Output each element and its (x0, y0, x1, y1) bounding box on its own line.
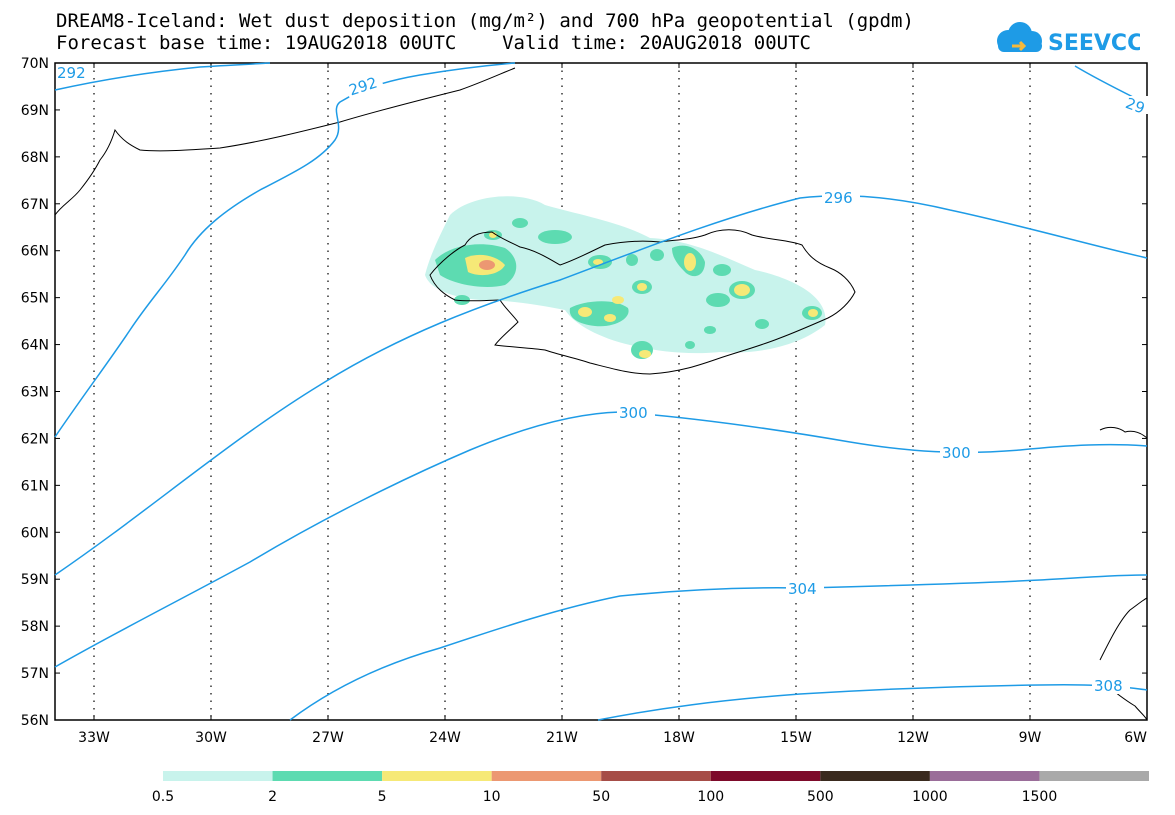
lat-label-66n: 66N (21, 244, 49, 260)
latitude-labels: 70N 69N 68N 67N 66N 65N 64N 63N 62N 61N 60N 59N 58N 5… (21, 56, 49, 729)
lat-label-67n: 67N (21, 197, 49, 213)
coastlines (54, 67, 1148, 721)
lon-label-18w: 18W (663, 730, 695, 746)
contour-label-304: 304 (788, 580, 817, 598)
lon-label-33w: 33W (78, 730, 110, 746)
colorbar-label-6: 500 (807, 789, 834, 805)
lat-label-65n: 65N (21, 291, 49, 307)
cloud-icon (997, 22, 1042, 52)
map-title-line1: DREAM8-Iceland: Wet dust deposition (mg/… (56, 10, 914, 32)
contour-292-b (54, 62, 516, 438)
colorbar-label-4: 50 (592, 789, 610, 805)
lon-label-27w: 27W (312, 730, 344, 746)
colorbar-label-0: 0.5 (152, 789, 174, 805)
lat-label-64n: 64N (21, 338, 49, 354)
lon-label-24w: 24W (429, 730, 461, 746)
colorbar-label-1: 2 (268, 789, 277, 805)
lon-label-6w: 6W (1124, 730, 1147, 746)
contour-292-a (54, 62, 271, 91)
lat-label-61n: 61N (21, 478, 49, 494)
longitude-labels: 33W 30W 27W 24W 21W 18W 15W 12W 9W 6W (78, 730, 1147, 746)
contour-296 (54, 194, 1148, 576)
colorbar-swatch-6 (820, 771, 930, 781)
colorbar-swatch-3 (491, 771, 602, 781)
colorbar-label-5: 100 (697, 789, 724, 805)
graticule (93, 63, 1031, 720)
contour-label-300a: 300 (619, 404, 648, 422)
contour-label-29: 29 (1123, 94, 1147, 117)
seevccc-logo: SEEVCCC (997, 22, 1140, 56)
lat-label-63n: 63N (21, 385, 49, 401)
colorbar-swatch-2 (382, 771, 492, 781)
contour-label-300b: 300 (942, 444, 971, 462)
lat-label-68n: 68N (21, 150, 49, 166)
lat-label-58n: 58N (21, 619, 49, 635)
lat-label-62n: 62N (21, 431, 49, 447)
lat-label-70n: 70N (21, 56, 49, 72)
lon-label-12w: 12W (897, 730, 929, 746)
axis-ticks (55, 62, 1148, 721)
colorbar-label-2: 5 (378, 789, 387, 805)
lat-label-69n: 69N (21, 103, 49, 119)
colorbar: 0.5 2 5 10 50 100 500 1000 1500 (152, 771, 1149, 805)
contour-300 (54, 411, 1148, 668)
contour-labels: 292 292 296 29 300 300 304 308 (57, 64, 1148, 695)
lat-label-57n: 57N (21, 666, 49, 682)
iceland-coast (429, 229, 856, 375)
colorbar-swatch-8 (1039, 771, 1149, 781)
lat-label-59n: 59N (21, 572, 49, 588)
colorbar-swatch-7 (929, 771, 1040, 781)
lon-label-30w: 30W (195, 730, 227, 746)
contour-308 (597, 683, 1148, 721)
lat-label-56n: 56N (21, 713, 49, 729)
lon-label-9w: 9W (1019, 730, 1042, 746)
contour-label-296: 296 (824, 189, 853, 207)
contour-304 (289, 574, 1148, 721)
dust-deposition-field (425, 196, 826, 359)
colorbar-label-8: 1500 (1022, 789, 1058, 805)
colorbar-swatch-1 (272, 771, 383, 781)
colorbar-swatch-0 (163, 771, 273, 781)
greenland-coast (54, 67, 516, 216)
contour-label-308: 308 (1094, 677, 1123, 695)
lon-label-15w: 15W (780, 730, 812, 746)
colorbar-swatch-5 (710, 771, 821, 781)
colorbar-swatch-4 (601, 771, 711, 781)
lat-label-60n: 60N (21, 525, 49, 541)
lon-label-21w: 21W (546, 730, 578, 746)
logo-text: SEEVCCC (1048, 31, 1140, 56)
colorbar-label-7: 1000 (912, 789, 948, 805)
colorbar-label-3: 10 (483, 789, 501, 805)
map-title-line2: Forecast base time: 19AUG2018 00UTC Vali… (56, 32, 811, 54)
contour-label-292b: 292 (347, 73, 380, 99)
contour-label-292a: 292 (57, 64, 86, 82)
